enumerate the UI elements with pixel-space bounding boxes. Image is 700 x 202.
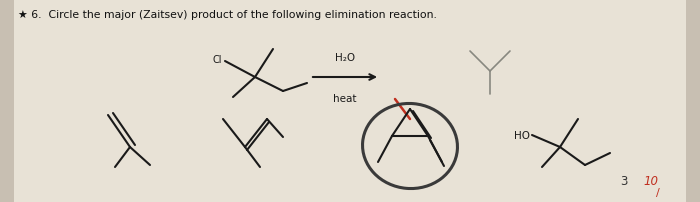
Text: ★ 6.  Circle the major (Zaitsev) product of the following elimination reaction.: ★ 6. Circle the major (Zaitsev) product …: [18, 10, 437, 20]
Text: heat: heat: [333, 94, 357, 103]
Text: Cl: Cl: [213, 55, 222, 65]
Text: HO: HO: [514, 130, 530, 140]
Text: 10: 10: [643, 174, 658, 187]
Text: H₂O: H₂O: [335, 53, 355, 63]
Text: 3: 3: [620, 174, 627, 187]
Bar: [14, 0, 686, 202]
Text: /: /: [656, 187, 659, 197]
